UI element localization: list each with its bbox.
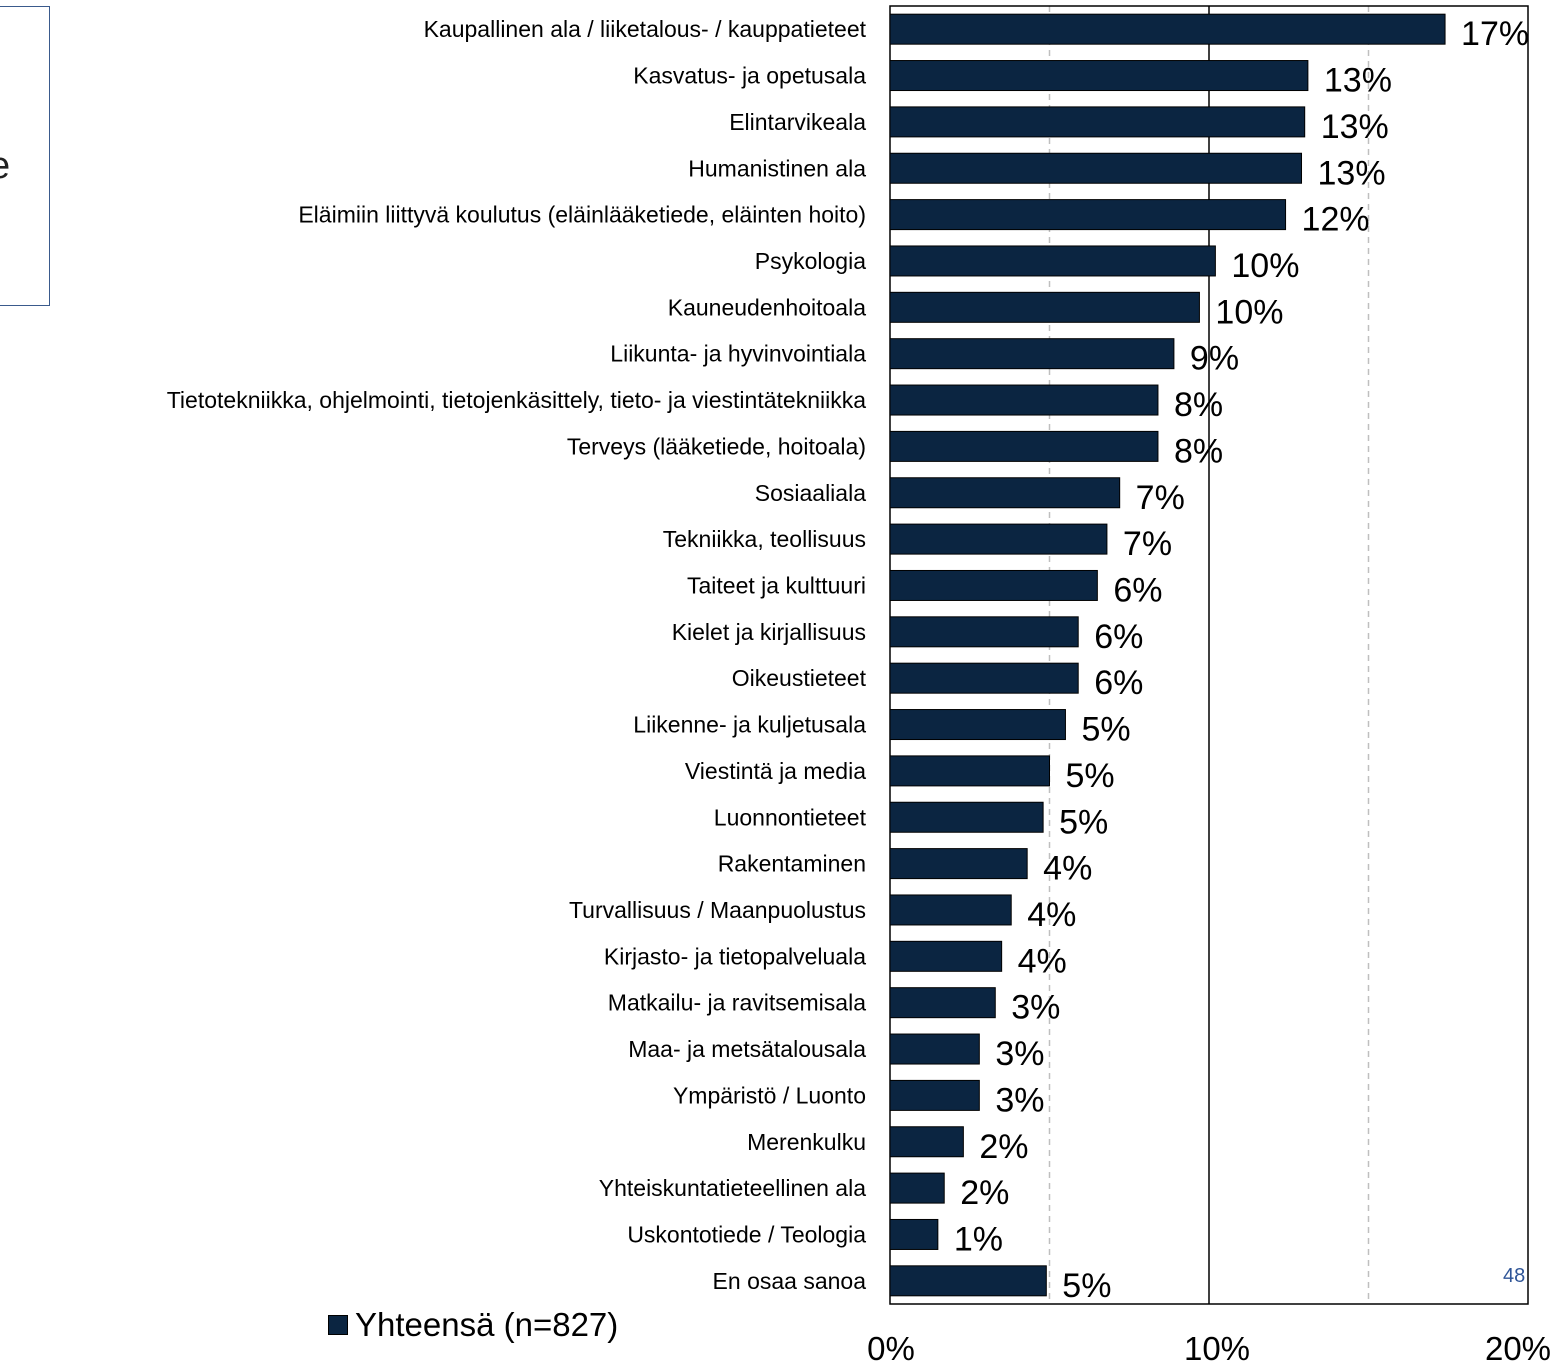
- category-label: Liikunta- ja hyvinvointiala: [610, 341, 866, 367]
- data-label: 5%: [1062, 1267, 1111, 1305]
- category-label: Luonnontieteet: [714, 804, 867, 830]
- data-label: 6%: [1094, 664, 1143, 702]
- bar: [889, 1079, 980, 1111]
- data-label: 10%: [1215, 293, 1283, 331]
- category-label: Tekniikka, teollisuus: [663, 526, 866, 552]
- data-label: 5%: [1066, 757, 1115, 795]
- bar: [889, 1033, 980, 1065]
- bar: [889, 430, 1159, 462]
- category-label: Liikenne- ja kuljetusala: [633, 712, 866, 738]
- category-label: Kauneudenhoitoala: [668, 294, 866, 320]
- category-label: Psykologia: [755, 248, 866, 274]
- bar: [889, 848, 1028, 880]
- bar: [889, 709, 1066, 741]
- category-label: Kielet ja kirjallisuus: [672, 619, 866, 645]
- data-label: 12%: [1302, 201, 1370, 239]
- data-label: 6%: [1094, 618, 1143, 656]
- data-label: 5%: [1059, 803, 1108, 841]
- category-label: Taiteet ja kulttuuri: [687, 572, 866, 598]
- data-label: 7%: [1136, 479, 1185, 517]
- data-label: 3%: [995, 1035, 1044, 1073]
- category-label: Matkailu- ja ravitsemisala: [608, 990, 866, 1016]
- side-text-box: e: [0, 6, 50, 306]
- category-label: Oikeustieteet: [732, 665, 867, 691]
- plot-frame: [889, 5, 1529, 1305]
- bar: [889, 755, 1050, 787]
- category-label: Eläimiin liittyvä koulutus (eläinlääketi…: [298, 202, 866, 228]
- bar: [889, 894, 1012, 926]
- data-label: 8%: [1174, 386, 1223, 424]
- x-tick-label: 10%: [1184, 1330, 1250, 1367]
- category-label: Kasvatus- ja opetusala: [633, 63, 866, 89]
- data-label: 5%: [1081, 711, 1130, 749]
- category-label: Humanistinen ala: [688, 155, 866, 181]
- category-label: Viestintä ja media: [685, 758, 866, 784]
- x-tick-label: 20%: [1485, 1330, 1551, 1367]
- bar: [889, 1126, 964, 1158]
- category-label: Uskontotiede / Teologia: [627, 1221, 866, 1247]
- data-label: 2%: [979, 1128, 1028, 1166]
- bar: [889, 245, 1216, 277]
- bar: [889, 384, 1159, 416]
- data-label: 9%: [1190, 340, 1239, 378]
- category-label: Tietotekniikka, ohjelmointi, tietojenkäs…: [167, 387, 866, 413]
- x-tick-label: 0%: [867, 1330, 915, 1367]
- bar: [889, 569, 1098, 601]
- legend-swatch: [328, 1315, 348, 1335]
- category-label: Ympäristö / Luonto: [673, 1082, 866, 1108]
- data-label: 13%: [1318, 154, 1386, 192]
- bar: [889, 523, 1108, 555]
- data-label: 6%: [1113, 571, 1162, 609]
- category-label: Maa- ja metsätalousala: [628, 1036, 866, 1062]
- data-label: 10%: [1231, 247, 1299, 285]
- bar: [889, 477, 1121, 509]
- data-label: 4%: [1043, 850, 1092, 888]
- bar: [889, 987, 996, 1019]
- bar: [889, 106, 1306, 138]
- bar: [889, 199, 1287, 231]
- category-label: Terveys (lääketiede, hoitoala): [567, 433, 866, 459]
- bar: [889, 940, 1003, 972]
- bar: [889, 662, 1079, 694]
- page-number: 48: [1503, 1265, 1526, 1287]
- category-label: Rakentaminen: [718, 851, 866, 877]
- category-label: Kirjasto- ja tietopalveluala: [604, 943, 866, 969]
- bar: [889, 13, 1446, 45]
- category-label: En osaa sanoa: [713, 1268, 867, 1294]
- data-label: 4%: [1018, 942, 1067, 980]
- bar: [889, 291, 1200, 323]
- data-label: 8%: [1174, 432, 1223, 470]
- bar: [889, 60, 1309, 92]
- data-label: 2%: [960, 1174, 1009, 1212]
- category-label: Elintarvikeala: [729, 109, 866, 135]
- legend: Yhteensä (n=827): [328, 1306, 618, 1344]
- bar: [889, 338, 1175, 370]
- category-label: Kaupallinen ala / liiketalous- / kauppat…: [424, 16, 867, 42]
- bar: [889, 152, 1303, 184]
- legend-label: Yhteensä (n=827): [355, 1306, 619, 1343]
- category-label: Sosiaaliala: [755, 480, 866, 506]
- data-label: 3%: [995, 1081, 1044, 1119]
- data-label: 7%: [1123, 525, 1172, 563]
- bar: [889, 1172, 945, 1204]
- side-box-text: e: [0, 145, 10, 188]
- data-label: 1%: [954, 1220, 1003, 1258]
- data-label: 13%: [1324, 62, 1392, 100]
- bar: [889, 801, 1044, 833]
- bar: [889, 1218, 939, 1250]
- data-label: 4%: [1027, 896, 1076, 934]
- bar: [889, 616, 1079, 648]
- category-label: Merenkulku: [747, 1129, 866, 1155]
- category-label: Turvallisuus / Maanpuolustus: [569, 897, 866, 923]
- data-label: 3%: [1011, 989, 1060, 1027]
- bar: [889, 1265, 1047, 1297]
- data-label: 17%: [1461, 15, 1529, 53]
- category-label: Yhteiskuntatieteellinen ala: [599, 1175, 866, 1201]
- data-label: 13%: [1321, 108, 1389, 146]
